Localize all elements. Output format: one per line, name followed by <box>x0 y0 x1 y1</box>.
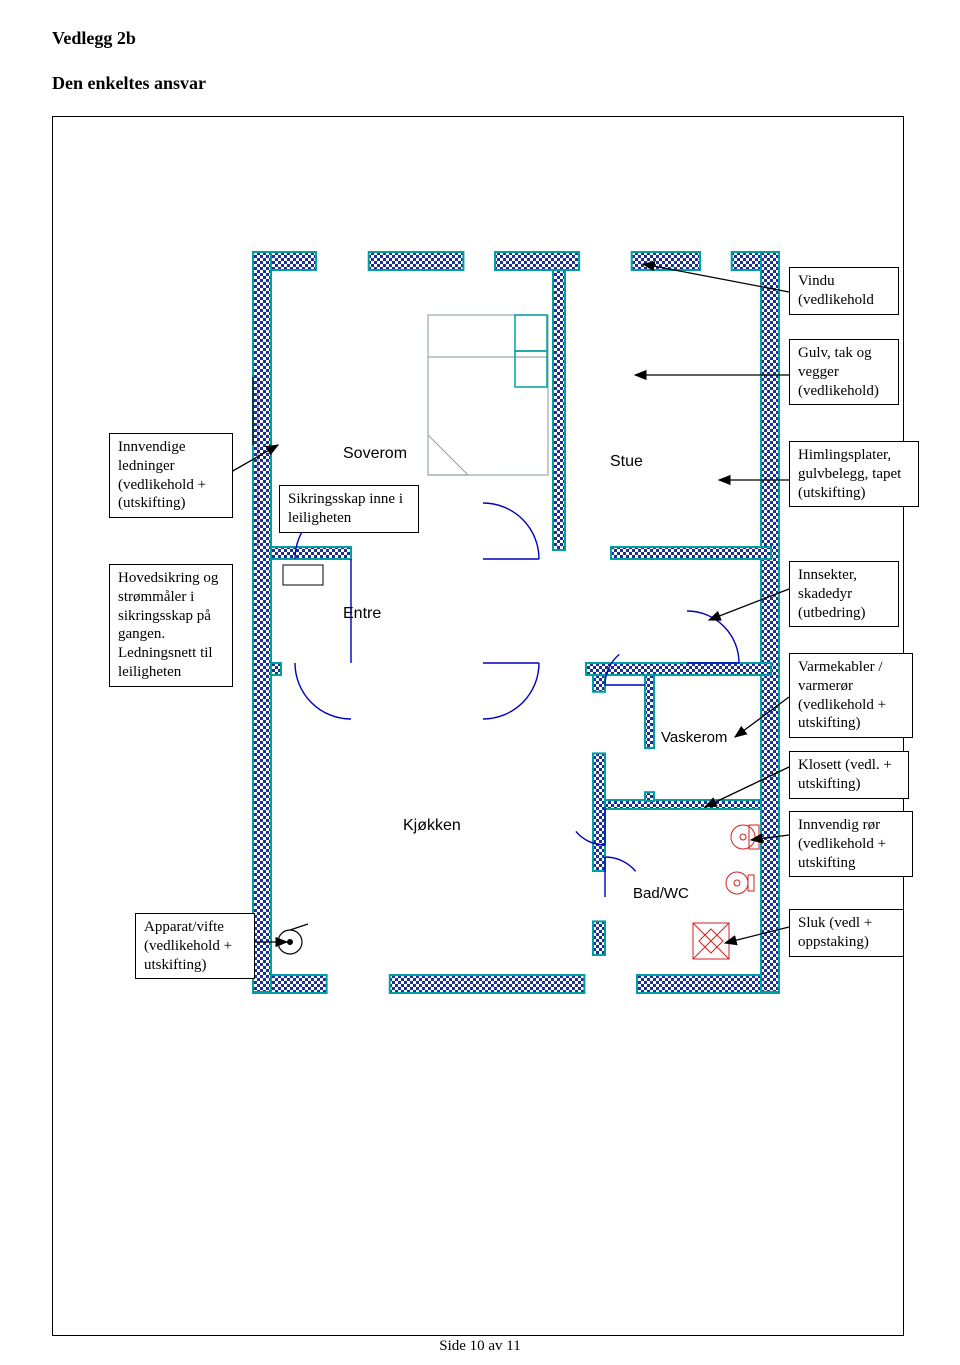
label-himling: Himlingsplater, gulvbelegg, tapet (utski… <box>789 441 919 507</box>
appendix-heading: Vedlegg 2b <box>52 28 908 49</box>
room-label-soverom: Soverom <box>343 445 407 463</box>
room-label-stue: Stue <box>610 453 643 471</box>
page: Vedlegg 2b Den enkeltes ansvar <box>0 0 960 1365</box>
page-footer: Side 10 av 11 <box>0 1338 960 1355</box>
page-title: Den enkeltes ansvar <box>52 73 908 94</box>
label-sluk: Sluk (vedl + oppstaking) <box>789 909 904 957</box>
diagram-frame: Vindu(vedlikehold Gulv, tak og vegger (v… <box>52 116 904 1336</box>
room-label-badwc: Bad/WC <box>633 885 689 902</box>
room-label-kjokken: Kjøkken <box>403 817 461 835</box>
label-gulv: Gulv, tak og vegger (vedlikehold) <box>789 339 899 405</box>
label-sikringsskap: Sikringsskap inne i leiligheten <box>279 485 419 533</box>
room-label-vaskerom: Vaskerom <box>661 729 727 746</box>
room-label-entre: Entre <box>343 605 381 623</box>
label-innvendige: Innvendige ledninger (vedlikehold + (uts… <box>109 433 233 518</box>
label-hovedsikring: Hovedsikring og strømmåler i sikringsska… <box>109 564 233 687</box>
label-innvendigror: Innvendig rør (vedlikehold + utskifting <box>789 811 913 877</box>
label-vindu: Vindu(vedlikehold <box>789 267 899 315</box>
label-klosett: Klosett (vedl. + utskifting) <box>789 751 909 799</box>
label-varmekabler: Varmekabler / varmerør (vedlikehold + ut… <box>789 653 913 738</box>
label-apparat: Apparat/vifte (vedlikehold + utskifting) <box>135 913 255 979</box>
label-innsekter: Innsekter, skadedyr (utbedring) <box>789 561 899 627</box>
